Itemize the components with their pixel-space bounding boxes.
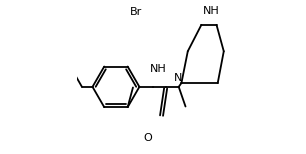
Text: NH: NH <box>150 64 166 74</box>
Text: N: N <box>174 73 183 83</box>
Text: O: O <box>143 133 152 143</box>
Text: NH: NH <box>203 6 220 16</box>
Text: Br: Br <box>130 7 142 17</box>
